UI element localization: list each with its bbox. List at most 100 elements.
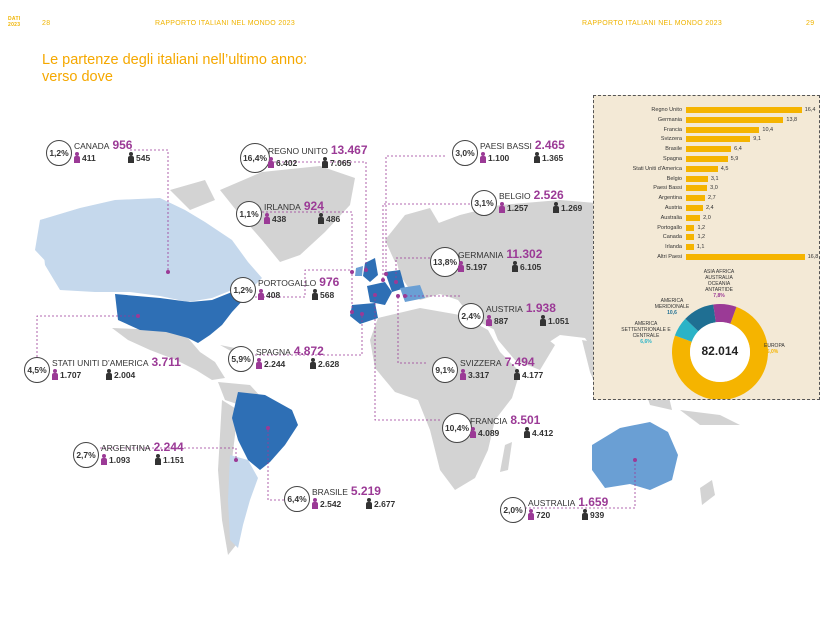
male-count-spagna: 2.628 [310, 358, 339, 369]
bar-value-label: 2,0 [703, 214, 711, 221]
title-line-1: Le partenze degli italiani nell’ultimo a… [42, 52, 308, 68]
bar [686, 234, 695, 241]
female-icon [74, 152, 80, 163]
bar [686, 165, 718, 172]
pct-badge-canada: 1,2% [46, 140, 72, 166]
donut-slice-1 [674, 318, 699, 342]
country-name-austria: AUSTRIA 1.938 [486, 301, 556, 315]
bar-row: Portogallo 1,2 [594, 224, 819, 232]
country-label-argentina: ARGENTINA [101, 443, 151, 453]
bar-value-label: 16,4 [804, 107, 816, 113]
country-name-francia: FRANCIA 8.501 [470, 413, 540, 427]
female-value: 411 [82, 153, 96, 163]
female-icon [258, 289, 264, 300]
dot-austria [403, 294, 407, 298]
dot-belgio [381, 278, 385, 282]
country-label-paesi_bassi: PAESI BASSI [480, 141, 532, 151]
female-count-spagna: 2.244 [256, 358, 285, 369]
male-icon [524, 427, 530, 438]
bar [686, 126, 760, 133]
male-count-francia: 4.412 [524, 427, 553, 438]
country-total-regno_unito: 13.467 [330, 143, 368, 157]
bar-category-label: Stati Uniti d'America [632, 165, 682, 172]
bar [686, 136, 751, 143]
country-name-canada: CANADA 956 [74, 138, 132, 152]
europa-label-text: EUROPA [764, 343, 785, 349]
bar-category-label: Germania [657, 116, 682, 123]
leader-germania [395, 257, 430, 280]
greenland-shape [220, 166, 355, 262]
donut-label-nord-america: AMERICA SETTENTRIONALE E CENTRALE 6,6% [618, 321, 674, 345]
donut-slice-3 [713, 304, 737, 324]
country-label-irlanda: IRLANDA [264, 202, 301, 212]
country-label-portogallo: PORTOGALLO [258, 278, 317, 288]
asia-label-text: ASIA AFRICA AUSTRALIA OCEANIA ANTARTIDE [703, 269, 735, 293]
female-icon [460, 369, 466, 380]
leader-lines [36, 149, 636, 509]
leader-argentina [100, 447, 237, 460]
donut-slice-2 [685, 304, 716, 332]
pct-badge-australia: 2,0% [500, 497, 526, 523]
dot-germania [394, 280, 398, 284]
country-label-canada: CANADA [74, 141, 110, 151]
female-count-germania: 5.197 [458, 261, 487, 272]
pct-badge-spagna: 5,9% [228, 346, 254, 372]
male-count-austria: 1.051 [540, 315, 569, 326]
female-count-brasile: 2.542 [312, 498, 341, 509]
dot-francia [373, 293, 377, 297]
female-count-irlanda: 438 [264, 213, 286, 224]
male-count-paesi_bassi: 1.365 [534, 152, 563, 163]
female-value: 1.257 [507, 203, 529, 213]
leader-belgio [382, 203, 470, 278]
male-count-australia: 939 [582, 509, 604, 520]
bar-category-label: Irlanda [665, 244, 682, 251]
bar [686, 175, 708, 182]
bar-value-label: 6,4 [734, 146, 742, 153]
bar-row: Paesi Bassi 3,0 [594, 184, 819, 192]
country-total-usa: 3.711 [151, 355, 181, 369]
bar-category-label: Belgio [666, 175, 682, 182]
male-value: 1.269 [561, 203, 583, 213]
sud-america-label-text: AMERICA MERIDIONALE [654, 298, 690, 310]
country-total-australia: 1.659 [578, 495, 609, 509]
bar [686, 224, 695, 231]
page-title: Le partenze degli italiani nell’ultimo a… [42, 52, 307, 86]
female-value: 3.317 [468, 370, 490, 380]
leader-canada [130, 149, 169, 272]
location-dots [136, 268, 637, 462]
leader-svizzera [397, 296, 426, 364]
country-total-irlanda: 924 [303, 199, 324, 213]
nord-america-label-text: AMERICA SETTENTRIONALE E CENTRALE [621, 321, 671, 339]
pct-badge-belgio: 3,1% [471, 190, 497, 216]
pct-badge-irlanda: 1,1% [236, 201, 262, 227]
male-icon [312, 289, 318, 300]
female-icon [480, 152, 486, 163]
bar [686, 116, 784, 123]
donut-chart [672, 304, 768, 399]
bar-category-label: Altri Paesi [657, 254, 682, 260]
bar-row: Francia 10,4 [594, 126, 819, 134]
male-icon [155, 454, 161, 465]
country-total-belgio: 2.526 [533, 188, 564, 202]
country-label-australia: AUSTRALIA [528, 498, 576, 508]
bar-category-label: Svizzera [660, 136, 682, 143]
bar-row: Belgio 3,1 [594, 175, 819, 183]
male-value: 6.105 [520, 262, 542, 272]
bar-value-label: 2,7 [708, 195, 716, 202]
right-running-title: RAPPORTO ITALIANI NEL MONDO 2023 [582, 20, 723, 27]
male-count-canada: 545 [128, 152, 150, 163]
country-label-austria: AUSTRIA [486, 304, 523, 314]
female-value: 720 [536, 510, 551, 520]
male-icon [128, 152, 134, 163]
bar-category-label: Paesi Bassi [653, 185, 682, 192]
scandinavia-shape [385, 208, 440, 262]
bar-row: Austria 2,4 [594, 204, 819, 212]
country-name-paesi_bassi: PAESI BASSI 2.465 [480, 138, 565, 152]
country-total-svizzera: 7.494 [504, 355, 535, 369]
bar-category-label: Austria [664, 205, 682, 211]
country-total-portogallo: 976 [319, 275, 340, 289]
iberia-shape [350, 303, 378, 324]
pct-badge-argentina: 2,7% [73, 442, 99, 468]
bar-row: Regno Unito 16,4 [594, 106, 819, 114]
bar-category-label: Portogallo [657, 224, 682, 231]
